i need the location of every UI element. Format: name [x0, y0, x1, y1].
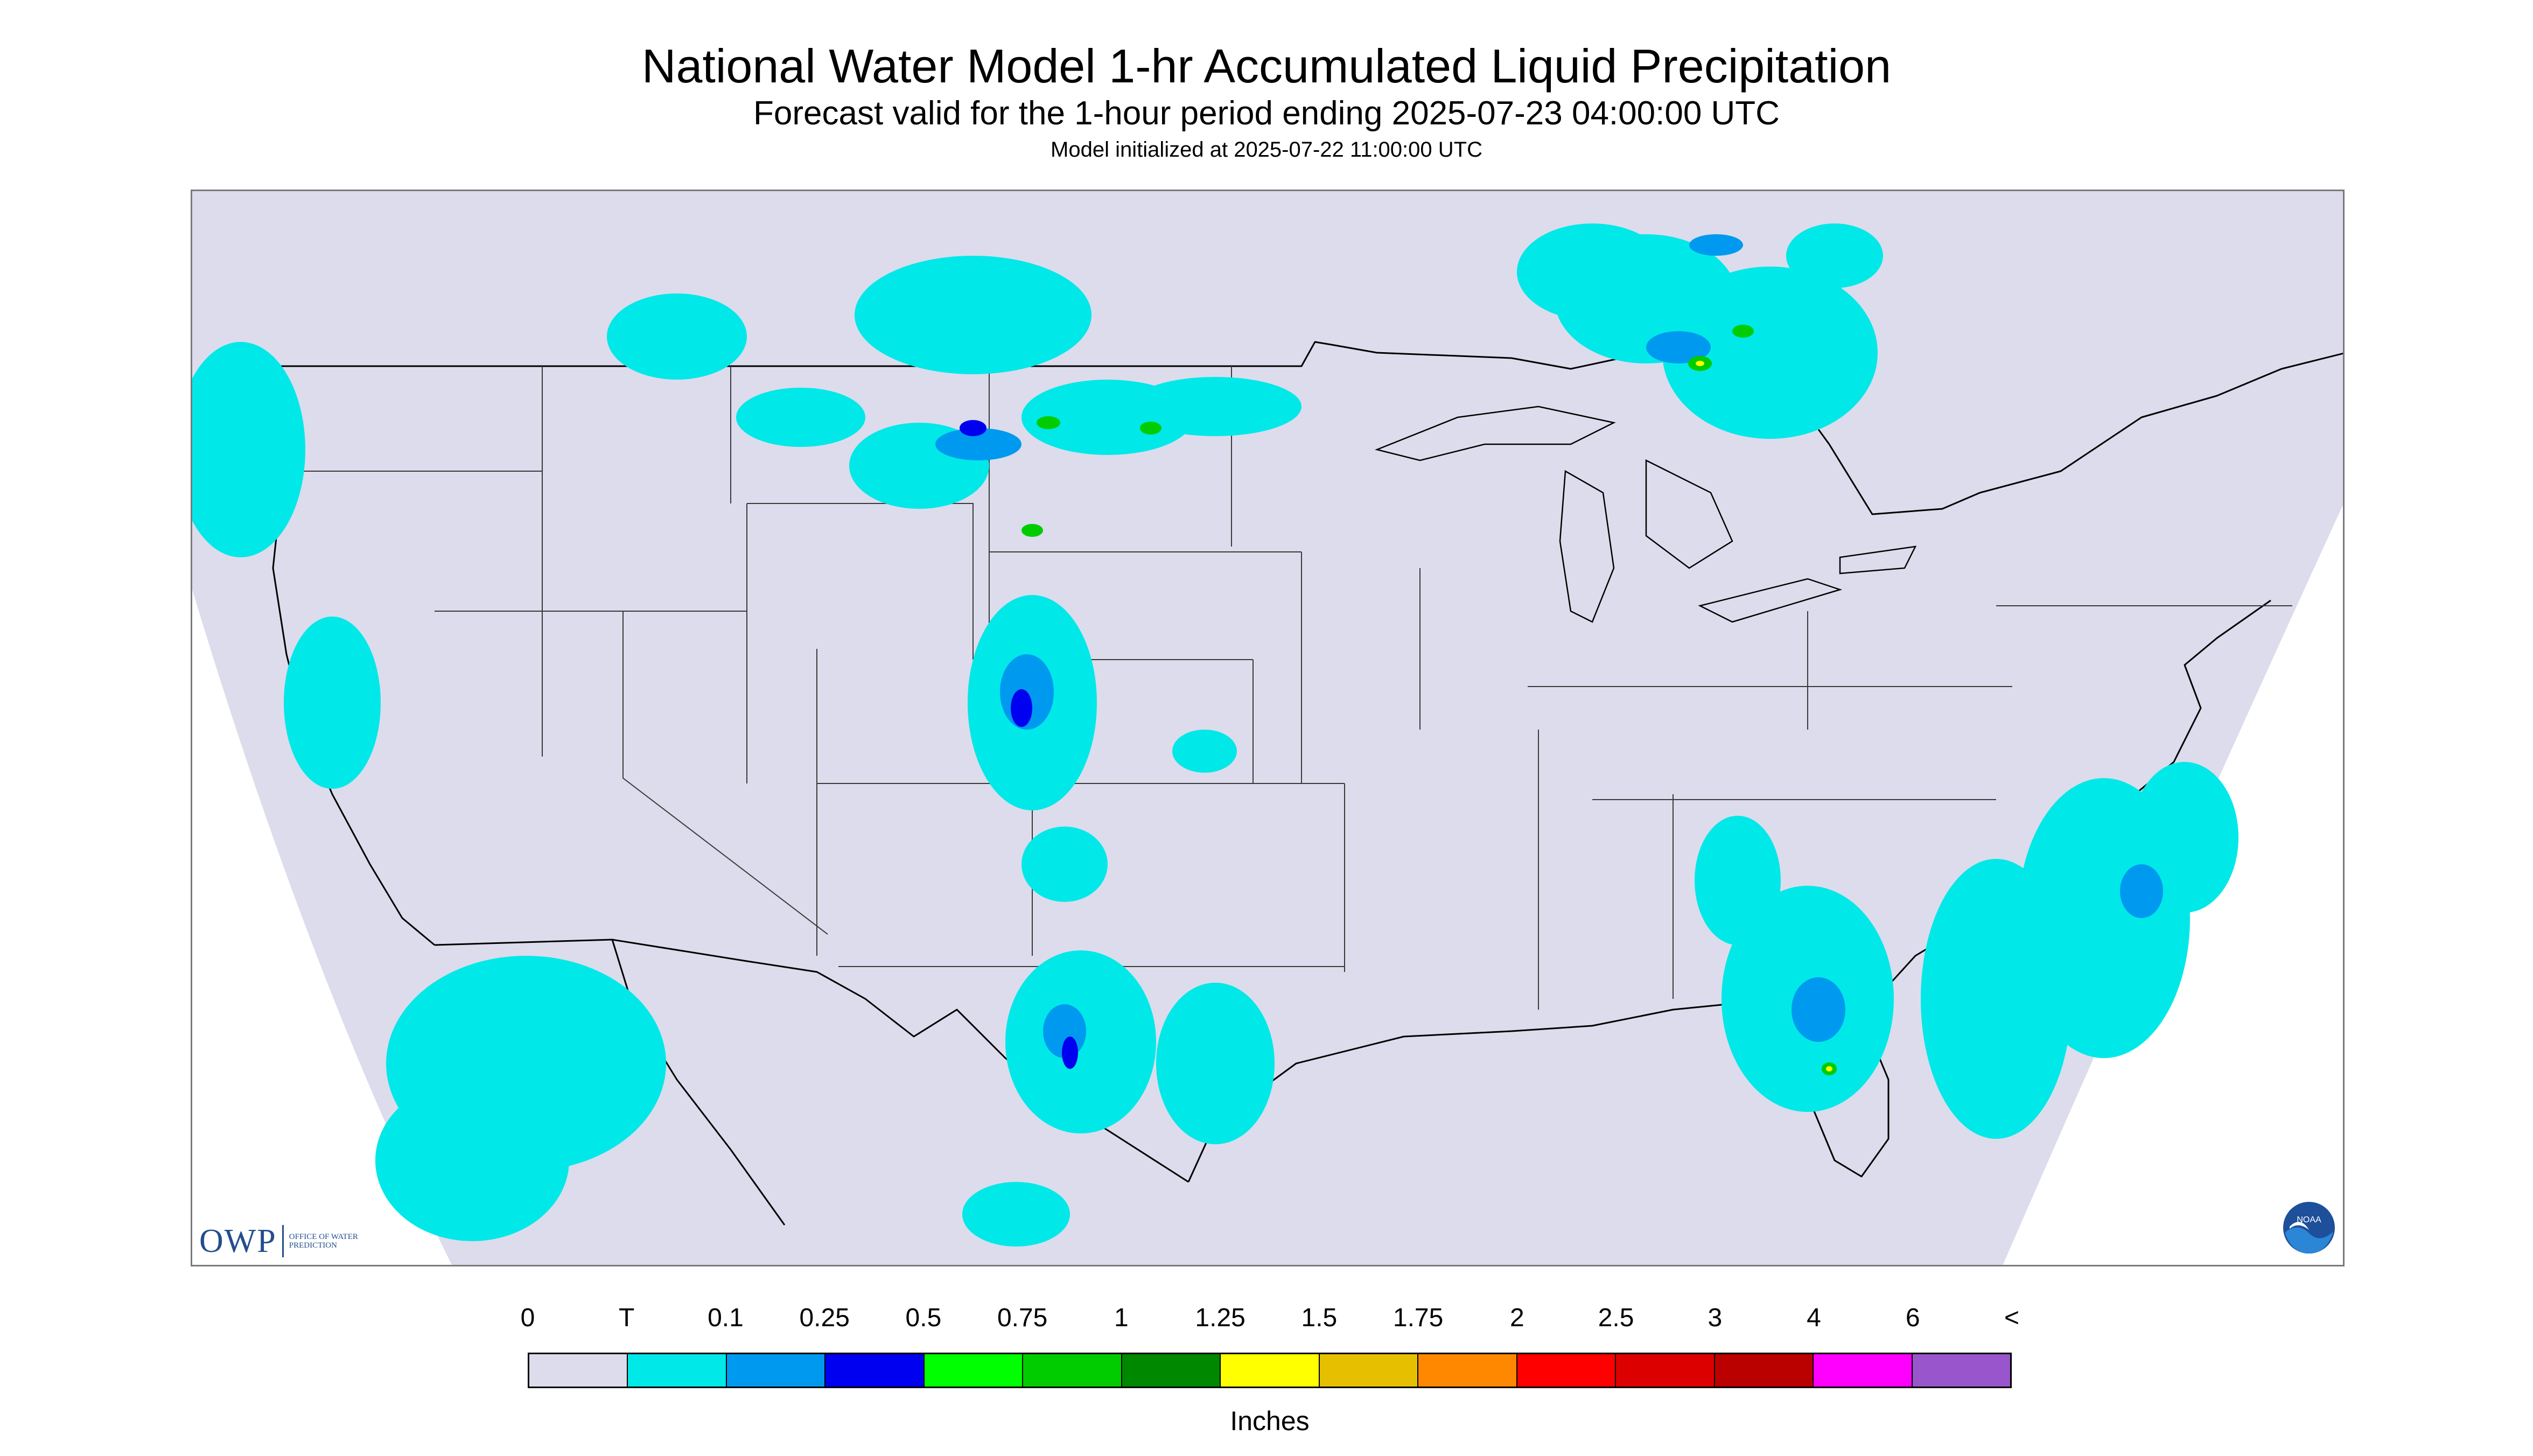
legend-tick-label: 0.25 — [799, 1304, 850, 1332]
legend-color-bar — [528, 1353, 2012, 1388]
precip-trace — [192, 223, 2238, 1247]
legend-tick-label: 3 — [1708, 1304, 1723, 1332]
legend-swatch — [529, 1354, 628, 1387]
legend-tick-label: 1 — [1114, 1304, 1129, 1332]
legend-swatch — [1122, 1354, 1221, 1387]
legend-swatch — [1221, 1354, 1320, 1387]
legend-swatch — [1715, 1354, 1814, 1387]
legend-tick-label: 6 — [1905, 1304, 1920, 1332]
noaa-logo: NOAA — [2283, 1202, 2335, 1254]
legend-swatch — [1616, 1354, 1715, 1387]
state-line — [622, 611, 828, 935]
owp-logo-subtext: OFFICE OF WATER PREDICTION — [289, 1233, 358, 1250]
lake-michigan — [1559, 470, 1615, 623]
lake-ontario — [1839, 545, 1917, 575]
legend-swatch — [1418, 1354, 1517, 1387]
legend-swatch — [1912, 1354, 2011, 1387]
legend-swatch — [1814, 1354, 1913, 1387]
great-lakes — [1374, 405, 1917, 623]
legend-swatch — [1517, 1354, 1617, 1387]
map-subtitle: Forecast valid for the 1-hour period end… — [753, 95, 1780, 132]
legend-swatch — [825, 1354, 925, 1387]
legend-tick-label: 1.75 — [1393, 1304, 1444, 1332]
owp-logo-text: OWP — [199, 1222, 277, 1259]
map-title: National Water Model 1-hr Accumulated Li… — [641, 39, 1892, 93]
legend-tick-label: 0.75 — [997, 1304, 1048, 1332]
model-init-line: Model initialized at 2025-07-22 11:00:00… — [1051, 138, 1482, 162]
state-line — [747, 503, 974, 660]
precip-0.75 — [1021, 325, 1837, 1075]
legend-swatch — [628, 1354, 727, 1387]
lake-huron — [1645, 459, 1733, 569]
legend-tick-label: 0.5 — [905, 1304, 942, 1332]
lake-erie — [1698, 578, 1843, 623]
legend-units-label: Inches — [1230, 1406, 1310, 1436]
precipitation-map — [191, 190, 2345, 1266]
map-canvas — [192, 191, 2343, 1265]
legend-tick-label: 4 — [1807, 1304, 1821, 1332]
legend-swatch — [1023, 1354, 1122, 1387]
owp-logo: OWP OFFICE OF WATER PREDICTION — [199, 1222, 359, 1260]
precip-0.25 — [960, 420, 1078, 1069]
legend-swatch — [726, 1354, 826, 1387]
lake-superior — [1374, 405, 1616, 461]
legend-tick-label: < — [2004, 1304, 2020, 1332]
owp-logo-divider — [282, 1225, 284, 1257]
legend-tick-label: 1.5 — [1301, 1304, 1338, 1332]
legend-tick-label: T — [619, 1304, 635, 1332]
legend-swatch — [924, 1354, 1024, 1387]
precip-areas — [192, 223, 2238, 1247]
gulf-of-california — [611, 939, 786, 1226]
gulf-coast — [1187, 599, 2271, 1182]
legend-tick-label: 0.1 — [708, 1304, 744, 1332]
legend-tick-label: 2.5 — [1598, 1304, 1634, 1332]
legend-tick-label: 0 — [520, 1304, 535, 1332]
noaa-logo-text: NOAA — [2297, 1215, 2321, 1224]
color-legend: 0 T 0.1 0.25 0.5 0.75 1 1.25 1.5 1.75 2 2.5 3 4 6 < Inc… — [521, 1303, 2019, 1443]
legend-tick-label: 2 — [1509, 1304, 1524, 1332]
precip-1.25 — [1696, 361, 1832, 1072]
precip-0.1 — [935, 234, 2163, 1058]
legend-tick-label: 1.25 — [1195, 1304, 1245, 1332]
legend-swatch — [1319, 1354, 1419, 1387]
